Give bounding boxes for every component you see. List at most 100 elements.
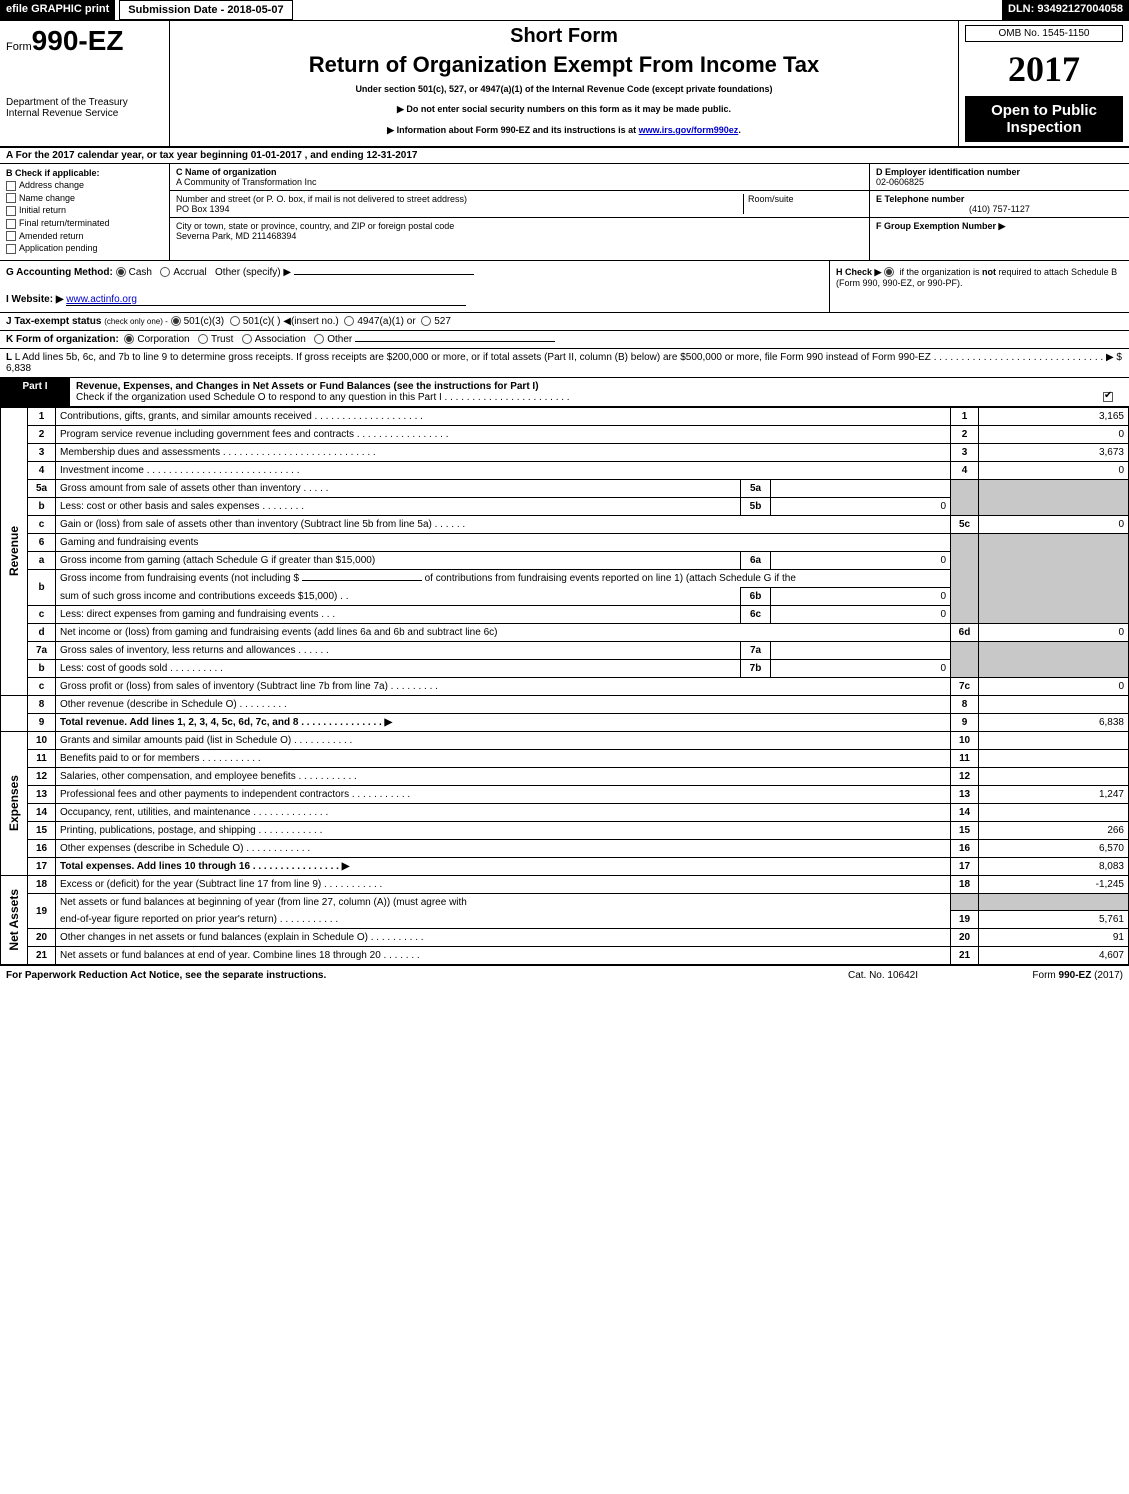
line-18-val: -1,245 (979, 875, 1129, 893)
check-address-change[interactable] (6, 181, 16, 191)
check-application-pending[interactable] (6, 244, 16, 254)
line-8-box: 8 (951, 695, 979, 713)
net-assets-label: Net Assets (5, 885, 23, 955)
section-d-right: D Employer identification number 02-0606… (869, 164, 1129, 260)
efile-badge: efile GRAPHIC print (0, 0, 115, 20)
line-20-val: 91 (979, 929, 1129, 947)
line-5c-num: c (28, 515, 56, 533)
check-initial-return[interactable] (6, 206, 16, 216)
line-5b-mbox: 5b (741, 497, 771, 515)
line-6a-desc: Gross income from gaming (attach Schedul… (56, 551, 741, 569)
line-7a-mval (771, 641, 951, 659)
check-address-change-label: Address change (19, 180, 84, 190)
line-17-desc: Total expenses. Add lines 10 through 16 … (56, 857, 951, 875)
g-opt-cash: Cash (129, 267, 152, 278)
website-link[interactable]: www.actinfo.org (66, 294, 466, 306)
line-16-val: 6,570 (979, 839, 1129, 857)
return-title: Return of Organization Exempt From Incom… (176, 52, 952, 78)
line-7c-num: c (28, 677, 56, 695)
radio-527[interactable] (421, 316, 431, 326)
tax-year-end: 12-31-2017 (366, 150, 417, 161)
tax-year-begin: 01-01-2017 (251, 150, 302, 161)
radio-trust[interactable] (198, 334, 208, 344)
addr-value: PO Box 1394 (176, 204, 743, 214)
line-11-desc: Benefits paid to or for members . . . . … (56, 749, 951, 767)
h-not: not (982, 267, 996, 277)
line-11-val (979, 749, 1129, 767)
radio-4947[interactable] (344, 316, 354, 326)
line-19-num: 19 (28, 893, 56, 929)
line-5a-num: 5a (28, 479, 56, 497)
line-12-desc: Salaries, other compensation, and employ… (56, 767, 951, 785)
check-schedule-b-not-required[interactable] (884, 267, 894, 277)
section-l: L L Add lines 5b, 6c, and 7b to line 9 t… (0, 349, 1129, 378)
line-4-val: 0 (979, 461, 1129, 479)
line-19-desc2: end-of-year figure reported on prior yea… (56, 911, 951, 929)
dept-treasury: Department of the Treasury (6, 97, 163, 108)
line-16-box: 16 (951, 839, 979, 857)
line-2-box: 2 (951, 425, 979, 443)
arrow2-prefix: ▶ Information about Form 990-EZ and its … (387, 125, 638, 135)
d-label: D Employer identification number (876, 167, 1123, 177)
check-name-change[interactable] (6, 193, 16, 203)
line-3-val: 3,673 (979, 443, 1129, 461)
check-initial-return-label: Initial return (19, 205, 66, 215)
line-2-val: 0 (979, 425, 1129, 443)
line-17-val: 8,083 (979, 857, 1129, 875)
line-13-num: 13 (28, 785, 56, 803)
check-amended-return-label: Amended return (19, 231, 84, 241)
arrow-line-1: ▶ Do not enter social security numbers o… (176, 104, 952, 115)
line-4-desc: Investment income . . . . . . . . . . . … (56, 461, 951, 479)
line-4-num: 4 (28, 461, 56, 479)
line-19-desc1: Net assets or fund balances at beginning… (56, 893, 951, 911)
j-opt-3: 527 (434, 316, 451, 327)
submission-date: Submission Date - 2018-05-07 (119, 0, 292, 20)
expenses-label: Expenses (5, 771, 23, 835)
short-form-title: Short Form (176, 25, 952, 48)
line-6c-desc: Less: direct expenses from gaming and fu… (56, 605, 741, 623)
line-15-desc: Printing, publications, postage, and shi… (56, 821, 951, 839)
line-6a-num: a (28, 551, 56, 569)
radio-cash[interactable] (116, 267, 126, 277)
k-opt-1: Trust (211, 334, 233, 345)
section-a: A For the 2017 calendar year, or tax yea… (0, 148, 1129, 164)
line-7c-desc: Gross profit or (loss) from sales of inv… (56, 677, 951, 695)
radio-corporation[interactable] (124, 334, 134, 344)
radio-501c3[interactable] (171, 316, 181, 326)
line-21-num: 21 (28, 947, 56, 965)
form-header: Form990-EZ Department of the Treasury In… (0, 21, 1129, 148)
h-box: H Check ▶ if the organization is not req… (829, 261, 1129, 312)
form-instructions-link[interactable]: www.irs.gov/form990ez (639, 125, 739, 135)
line-7a-num: 7a (28, 641, 56, 659)
check-schedule-o-part-i[interactable] (1103, 392, 1113, 402)
radio-other[interactable] (314, 334, 324, 344)
line-21-desc: Net assets or fund balances at end of ye… (56, 947, 951, 965)
section-b-left: B Check if applicable: Address change Na… (0, 164, 170, 260)
footer-cat-no: Cat. No. 10642I (803, 970, 963, 981)
line-6d-num: d (28, 623, 56, 641)
line-16-num: 16 (28, 839, 56, 857)
radio-association[interactable] (242, 334, 252, 344)
line-9-val: 6,838 (979, 713, 1129, 731)
radio-accrual[interactable] (160, 267, 170, 277)
line-21-box: 21 (951, 947, 979, 965)
arrow2-suffix: . (738, 125, 741, 135)
line-1-desc: Contributions, gifts, grants, and simila… (56, 407, 951, 425)
line-7b-mbox: 7b (741, 659, 771, 677)
addr-label: Number and street (or P. O. box, if mail… (176, 194, 743, 204)
check-amended-return[interactable] (6, 231, 16, 241)
line-6c-mval: 0 (771, 605, 951, 623)
g-opt-other: Other (specify) ▶ (215, 267, 291, 278)
j-label: J Tax-exempt status (6, 316, 101, 327)
i-row: I Website: ▶ www.actinfo.org (6, 294, 823, 306)
form-number: 990-EZ (32, 25, 124, 56)
line-1-num: 1 (28, 407, 56, 425)
section-b-grid: B Check if applicable: Address change Na… (0, 164, 1129, 261)
radio-501c[interactable] (230, 316, 240, 326)
part-i-label: Part I (0, 378, 70, 406)
check-final-return[interactable] (6, 219, 16, 229)
page-footer: For Paperwork Reduction Act Notice, see … (0, 965, 1129, 985)
check-final-return-label: Final return/terminated (19, 218, 110, 228)
line-18-desc: Excess or (deficit) for the year (Subtra… (56, 875, 951, 893)
line-13-val: 1,247 (979, 785, 1129, 803)
